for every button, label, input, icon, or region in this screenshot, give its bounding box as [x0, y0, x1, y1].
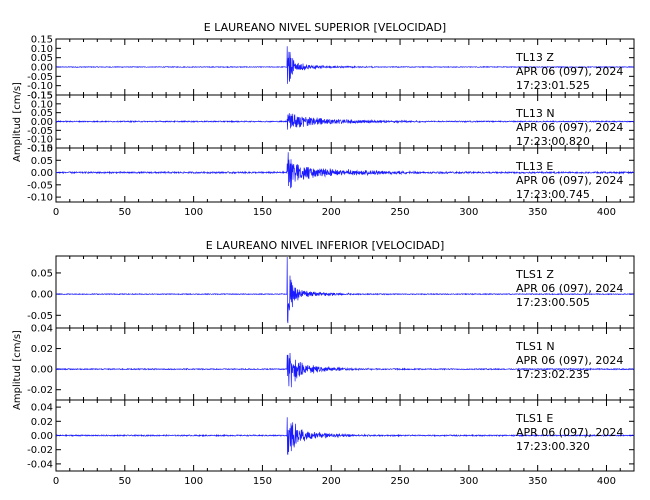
x-tick-label: 0 [53, 207, 59, 218]
chart-title: E LAUREANO NIVEL SUPERIOR [VELOCIDAD] [204, 21, 446, 34]
station-label: TLS1 Z [515, 268, 554, 281]
y-tick-label: 0.00 [31, 63, 53, 74]
y-tick-label: -0.05 [27, 126, 53, 137]
y-tick-label: 0.10 [31, 44, 53, 55]
x-tick-label: 400 [597, 207, 616, 218]
y-axis-label: Amplitud [cm/s] [12, 82, 23, 162]
y-tick-label: -0.15 [27, 144, 53, 155]
y-tick-label: 0.00 [31, 290, 53, 301]
y-tick-label: -0.05 [27, 72, 53, 83]
y-tick-label: 0.04 [31, 403, 53, 414]
y-tick-label: 0.02 [31, 344, 53, 355]
time-label: 17:23:00.320 [516, 440, 590, 453]
y-tick-label: 0.04 [31, 324, 53, 335]
x-tick-label: 250 [391, 207, 410, 218]
x-tick-label: 300 [459, 476, 478, 487]
x-tick-label: 250 [391, 476, 410, 487]
y-tick-label: 0.05 [31, 108, 53, 119]
y-tick-label: 0.15 [31, 35, 53, 46]
x-tick-label: 200 [322, 476, 341, 487]
time-label: 17:23:00.745 [516, 188, 590, 201]
station-label: TLS1 N [515, 340, 555, 353]
y-tick-label: -0.10 [27, 135, 53, 146]
time-label: 17:23:00.820 [516, 135, 590, 148]
y-tick-label: -0.04 [27, 459, 53, 470]
station-label: TLS1 E [515, 412, 553, 425]
x-tick-label: 350 [528, 476, 547, 487]
y-tick-label: -0.10 [27, 193, 53, 204]
station-label: TL13 Z [515, 51, 554, 64]
y-tick-label: -0.10 [27, 81, 53, 92]
date-label: APR 06 (097), 2024 [516, 426, 623, 439]
date-label: APR 06 (097), 2024 [516, 282, 623, 295]
time-label: 17:23:02.235 [516, 368, 590, 381]
x-tick-label: 100 [184, 476, 203, 487]
waveform-series [55, 113, 635, 130]
time-label: 17:23:00.505 [516, 296, 590, 309]
station-label: TL13 N [515, 107, 555, 120]
x-tick-label: 350 [528, 207, 547, 218]
x-tick-label: 400 [597, 476, 616, 487]
chart-title: E LAUREANO NIVEL INFERIOR [VELOCIDAD] [206, 239, 445, 252]
y-tick-label: -0.02 [27, 445, 53, 456]
station-label: TL13 E [515, 160, 553, 173]
date-label: APR 06 (097), 2024 [516, 65, 623, 78]
waveform-series [55, 417, 635, 455]
x-tick-label: 200 [322, 207, 341, 218]
x-tick-label: 150 [253, 476, 272, 487]
y-tick-label: 0.15 [31, 91, 53, 102]
y-tick-label: 0.00 [31, 365, 53, 376]
y-tick-label: 0.10 [31, 144, 53, 155]
y-tick-label: 0.05 [31, 268, 53, 279]
waveform-series [56, 352, 635, 388]
y-axis-label: Amplitud [cm/s] [12, 330, 23, 410]
y-tick-label: 0.05 [31, 156, 53, 167]
x-tick-label: 100 [184, 207, 203, 218]
x-tick-label: 50 [118, 207, 131, 218]
date-label: APR 06 (097), 2024 [516, 354, 623, 367]
x-tick-label: 50 [118, 476, 131, 487]
y-tick-label: 0.00 [31, 168, 53, 179]
waveform-series [55, 256, 635, 324]
y-tick-label: 0.10 [31, 99, 53, 110]
y-tick-label: -0.15 [27, 91, 53, 102]
date-label: APR 06 (097), 2024 [516, 121, 623, 134]
y-tick-label: 0.05 [31, 53, 53, 64]
y-tick-label: 0.00 [31, 431, 53, 442]
y-tick-label: -0.05 [27, 311, 53, 322]
waveform-series [55, 46, 635, 84]
y-tick-label: -0.02 [27, 385, 53, 396]
y-tick-label: 0.00 [31, 117, 53, 128]
date-label: APR 06 (097), 2024 [516, 174, 623, 187]
x-tick-label: 300 [459, 207, 478, 218]
x-tick-label: 0 [53, 476, 59, 487]
y-tick-label: 0.02 [31, 417, 53, 428]
y-tick-label: -0.05 [27, 180, 53, 191]
waveform-series [55, 152, 635, 189]
x-tick-label: 150 [253, 207, 272, 218]
time-label: 17:23:01.525 [516, 79, 590, 92]
